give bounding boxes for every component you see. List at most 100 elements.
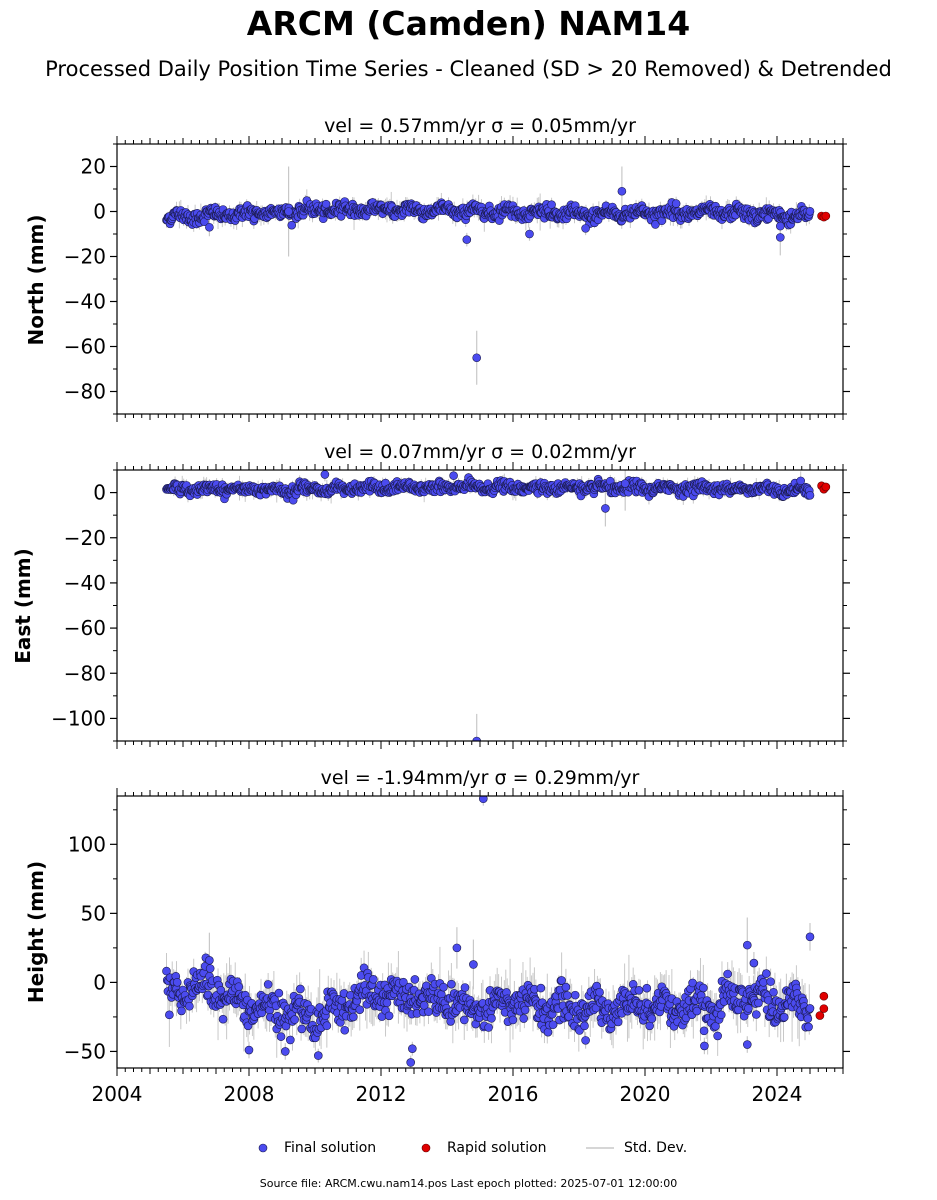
final-point — [369, 975, 378, 984]
outlier-point — [775, 221, 785, 231]
source-footer: Source file: ARCM.cwu.nam14.pos Last epo… — [259, 1177, 678, 1190]
final-point — [165, 1010, 174, 1020]
final-point — [570, 990, 580, 1000]
y-axis: 100 50 0 −50 — [64, 809, 850, 1063]
final-point — [805, 491, 815, 500]
final-point — [439, 982, 448, 992]
legend: Final solution Rapid solution Std. Dev. — [0, 1138, 937, 1158]
x-tick-label: 2024 — [752, 1082, 803, 1106]
rapid-points — [815, 991, 829, 1020]
final-point — [274, 988, 284, 998]
final-point — [459, 1015, 469, 1025]
final-points — [162, 186, 815, 363]
legend-std-label: Std. Dev. — [624, 1140, 688, 1156]
final-point — [185, 1001, 194, 1011]
final-point — [484, 1023, 493, 1032]
y-tick-label: −20 — [64, 526, 106, 550]
final-point — [382, 998, 392, 1008]
outlier-point — [284, 207, 293, 216]
final-point — [447, 979, 456, 989]
final-point — [460, 983, 470, 992]
std-dev-bars — [166, 166, 810, 385]
final-point — [762, 969, 771, 978]
final-point — [519, 1014, 528, 1023]
final-point — [419, 1001, 429, 1010]
outlier-point — [472, 736, 481, 741]
final-point — [692, 1006, 702, 1016]
east-panel: vel = 0.07mm/yr σ = 0.02mm/yr East (mm) … — [11, 441, 850, 749]
final-point — [548, 1020, 558, 1030]
y-tick-label: 0 — [93, 481, 106, 505]
outlier-point — [406, 1058, 416, 1067]
rapid-solution-marker-icon — [421, 1143, 431, 1153]
final-point — [384, 1011, 394, 1021]
y-tick-label: 20 — [81, 155, 106, 179]
outlier-point — [581, 1036, 590, 1045]
y-axis: 0 −20 −40 −60 −80 −100 — [51, 469, 850, 742]
final-point — [561, 982, 571, 992]
y-tick-label: −60 — [64, 616, 106, 640]
x-axis: 2004 2008 2012 2016 2020 2024 — [92, 788, 844, 1106]
y-tick-label: −50 — [64, 1039, 106, 1063]
final-point — [296, 984, 305, 994]
y-tick-label: 0 — [93, 970, 106, 994]
final-point — [355, 1005, 365, 1014]
outlier-point — [472, 353, 482, 363]
legend-std: Std. Dev. — [586, 1138, 687, 1158]
final-point — [547, 200, 556, 209]
final-point — [322, 1021, 332, 1031]
rapid-point — [819, 1004, 829, 1013]
std-dev-bars — [166, 470, 810, 741]
final-point — [779, 1012, 789, 1022]
final-point — [759, 978, 768, 987]
outlier-point — [525, 229, 534, 239]
final-point — [804, 1022, 813, 1032]
final-point — [287, 220, 297, 230]
outlier-point — [479, 796, 488, 804]
y-axis: 20 0 −20 −40 −60 −80 — [64, 143, 850, 415]
final-point — [263, 980, 273, 989]
height-panel-title: vel = -1.94mm/yr σ = 0.29mm/yr — [321, 767, 640, 789]
final-point — [803, 1014, 813, 1023]
std-dev-line-icon — [586, 1147, 614, 1149]
final-point — [349, 1012, 358, 1022]
final-point — [744, 1004, 753, 1013]
outlier-point — [581, 224, 590, 233]
rapid-points — [817, 481, 831, 494]
rapid-point — [821, 482, 831, 492]
final-point — [205, 964, 215, 973]
final-points — [162, 470, 815, 741]
final-point — [424, 1007, 433, 1017]
y-tick-label: −40 — [64, 571, 106, 595]
outlier-point — [601, 504, 610, 513]
final-point — [297, 1024, 307, 1034]
final-point — [754, 998, 763, 1008]
final-point — [487, 1014, 496, 1023]
legend-final: Final solution — [258, 1138, 376, 1158]
final-point — [716, 1010, 726, 1020]
final-point — [543, 1027, 553, 1037]
height-panel: vel = -1.94mm/yr σ = 0.29mm/yr Height (m… — [24, 767, 850, 1106]
rapid-point — [815, 1011, 825, 1020]
x-tick-label: 2012 — [356, 1082, 407, 1106]
legend-final-label: Final solution — [284, 1140, 377, 1156]
rapid-point — [819, 991, 829, 1001]
rapid-point — [821, 211, 831, 221]
outlier-point — [775, 233, 785, 242]
plot-area — [162, 166, 831, 385]
y-tick-label: −100 — [51, 706, 106, 730]
plot-frame — [116, 143, 844, 415]
outlier-point — [280, 1047, 290, 1056]
final-point — [563, 991, 572, 1000]
final-point — [805, 206, 815, 216]
north-panel: vel = 0.57mm/yr σ = 0.05mm/yr North (mm)… — [24, 115, 850, 422]
final-point — [162, 966, 171, 976]
final-solution-marker-icon — [258, 1143, 268, 1153]
y-tick-label: −20 — [64, 245, 106, 269]
outlier-point — [462, 235, 472, 244]
final-point — [290, 1015, 299, 1024]
outlier-point — [408, 1044, 417, 1053]
final-point — [723, 969, 732, 979]
outlier-point — [205, 222, 214, 232]
final-point — [642, 983, 652, 993]
